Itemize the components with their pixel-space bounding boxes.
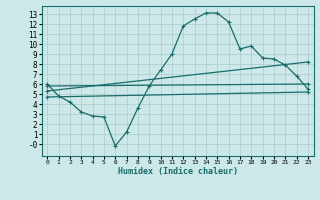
X-axis label: Humidex (Indice chaleur): Humidex (Indice chaleur)	[118, 167, 237, 176]
